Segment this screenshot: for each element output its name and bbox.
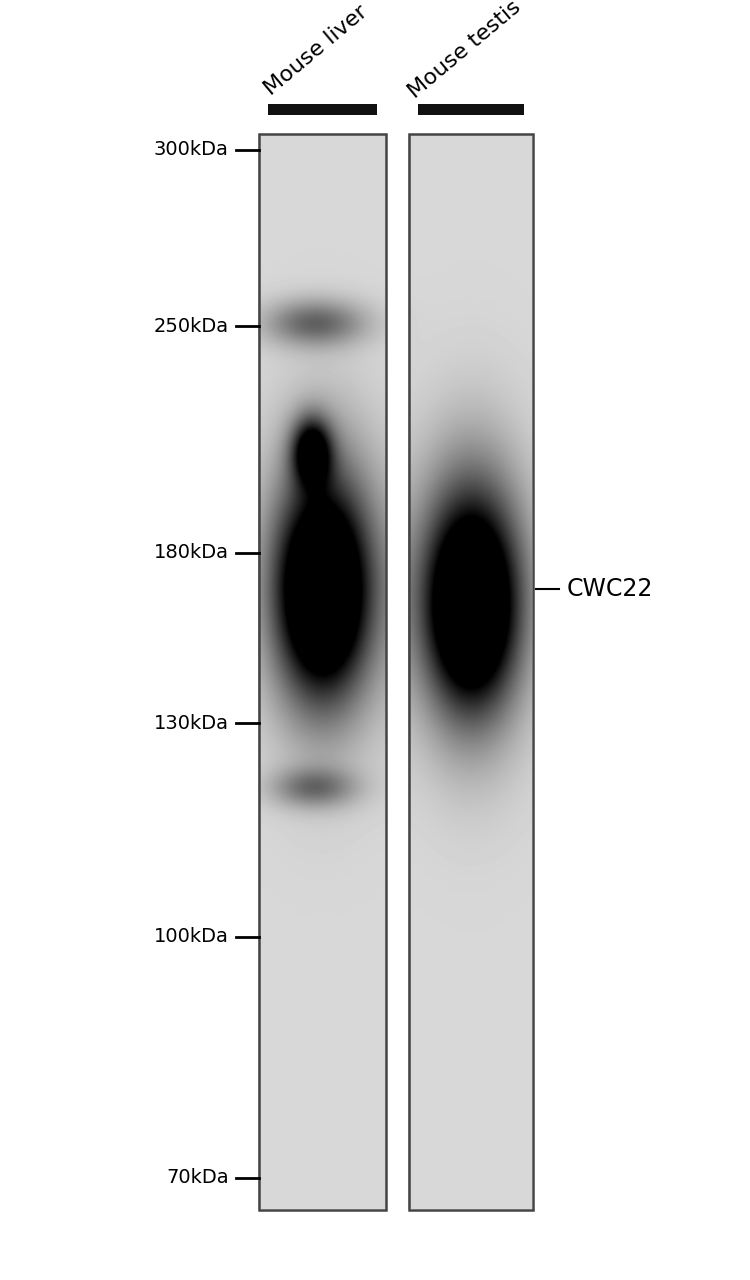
Text: 180kDa: 180kDa: [154, 544, 229, 562]
Text: Mouse liver: Mouse liver: [261, 1, 371, 99]
Bar: [259, 134, 386, 1210]
Text: 250kDa: 250kDa: [154, 317, 229, 335]
Text: 130kDa: 130kDa: [154, 714, 229, 732]
Bar: [409, 134, 532, 1210]
Bar: [268, 104, 377, 115]
Text: 70kDa: 70kDa: [166, 1169, 229, 1187]
Bar: [418, 104, 524, 115]
Text: 300kDa: 300kDa: [154, 141, 229, 159]
Text: Mouse testis: Mouse testis: [404, 0, 524, 102]
Text: CWC22: CWC22: [566, 577, 652, 600]
Text: 100kDa: 100kDa: [154, 928, 229, 946]
